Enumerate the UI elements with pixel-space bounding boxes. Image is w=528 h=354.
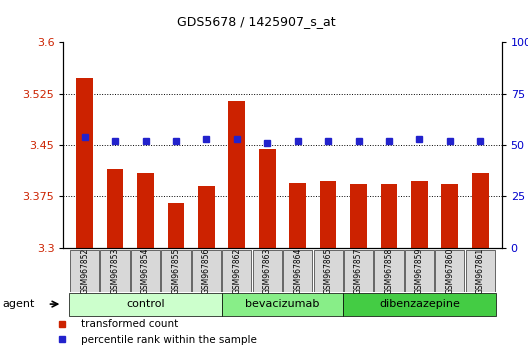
FancyBboxPatch shape [100, 250, 130, 292]
Text: agent: agent [3, 299, 35, 309]
Text: bevacizumab: bevacizumab [246, 299, 319, 309]
Bar [167, 203, 184, 248]
Text: control: control [126, 299, 165, 309]
FancyBboxPatch shape [131, 250, 160, 292]
FancyBboxPatch shape [283, 250, 312, 292]
Bar [259, 149, 276, 248]
Text: GSM967859: GSM967859 [415, 247, 424, 294]
Text: GSM967865: GSM967865 [324, 247, 333, 294]
FancyBboxPatch shape [70, 250, 99, 292]
Bar [411, 181, 428, 248]
Text: GSM967860: GSM967860 [445, 247, 455, 294]
Text: GSM967852: GSM967852 [80, 248, 89, 294]
Bar [229, 101, 245, 248]
Text: GDS5678 / 1425907_s_at: GDS5678 / 1425907_s_at [177, 15, 335, 28]
Bar [137, 172, 154, 248]
FancyBboxPatch shape [435, 250, 465, 292]
Text: GSM967854: GSM967854 [141, 247, 150, 294]
Text: GSM967864: GSM967864 [293, 247, 302, 294]
Bar [320, 181, 336, 248]
Bar [289, 183, 306, 248]
Text: GSM967862: GSM967862 [232, 248, 241, 294]
Bar [381, 184, 398, 248]
Text: GSM967853: GSM967853 [110, 247, 120, 294]
Text: GSM967857: GSM967857 [354, 247, 363, 294]
FancyBboxPatch shape [70, 293, 222, 315]
Text: dibenzazepine: dibenzazepine [379, 299, 460, 309]
Text: GSM967861: GSM967861 [476, 248, 485, 294]
Bar [76, 78, 93, 248]
Bar [198, 186, 215, 248]
FancyBboxPatch shape [253, 250, 282, 292]
FancyBboxPatch shape [405, 250, 434, 292]
FancyBboxPatch shape [343, 293, 495, 315]
Legend: transformed count, percentile rank within the sample: transformed count, percentile rank withi… [48, 315, 261, 349]
FancyBboxPatch shape [222, 293, 343, 315]
FancyBboxPatch shape [162, 250, 191, 292]
Bar [107, 169, 124, 248]
FancyBboxPatch shape [466, 250, 495, 292]
Text: GSM967863: GSM967863 [263, 247, 272, 294]
FancyBboxPatch shape [222, 250, 251, 292]
Bar [350, 184, 367, 248]
FancyBboxPatch shape [314, 250, 343, 292]
Text: GSM967856: GSM967856 [202, 247, 211, 294]
Text: GSM967858: GSM967858 [384, 248, 393, 294]
Bar [441, 184, 458, 248]
FancyBboxPatch shape [374, 250, 403, 292]
FancyBboxPatch shape [192, 250, 221, 292]
FancyBboxPatch shape [344, 250, 373, 292]
Bar [472, 172, 489, 248]
Text: GSM967855: GSM967855 [172, 247, 181, 294]
